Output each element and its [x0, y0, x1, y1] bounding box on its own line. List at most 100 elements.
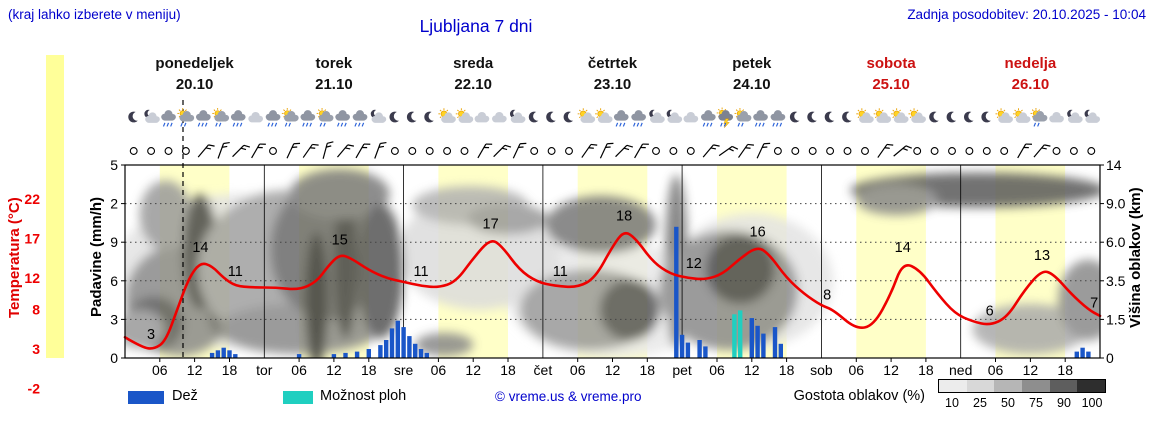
weather-icon-moon-cloud — [666, 109, 683, 123]
calm-wind-icon — [147, 147, 156, 155]
wind-barb-icon — [634, 143, 649, 159]
weather-icon-moon — [424, 111, 438, 123]
density-tick-label: 10 — [945, 396, 959, 410]
wind-barb-icon — [581, 143, 598, 158]
weather-icon-moon-cloud — [144, 109, 160, 123]
hour-tick-label: 18 — [361, 362, 377, 378]
shower-bar — [732, 314, 737, 358]
day-name-label: sobota — [867, 55, 917, 72]
precip-tick-label: 2 — [110, 196, 118, 212]
day-name-label: ponedeljek — [155, 55, 234, 72]
calm-wind-icon — [1000, 147, 1009, 155]
rain-bar — [1074, 351, 1079, 358]
weather-icon-sun-cloud — [856, 108, 874, 123]
cloud-tick-label: 14 — [1106, 157, 1122, 173]
calm-wind-icon — [652, 147, 660, 155]
hour-tick-label: 12 — [1023, 362, 1039, 378]
weather-icon-sun-cloud-rain — [734, 107, 752, 127]
weather-icon-cloud — [492, 111, 507, 123]
wind-barb-icon — [251, 143, 266, 159]
density-gradient-segment — [1022, 380, 1050, 392]
hour-tick-label: 12 — [605, 362, 621, 378]
weather-icon-storm — [716, 107, 734, 128]
temp-value-label: 11 — [228, 264, 243, 280]
hour-tick-label: 18 — [500, 362, 516, 378]
calm-wind-icon — [565, 147, 573, 155]
hour-tick-label: 06 — [570, 362, 586, 378]
cloud-density-gradient-bar — [938, 379, 1106, 393]
calm-wind-icon — [530, 147, 539, 155]
weather-icon-cloud — [683, 111, 699, 123]
temperature-side-band — [46, 55, 64, 358]
wind-barb-icon — [702, 144, 720, 158]
day-name-label: torek — [316, 55, 353, 72]
wind-barb-icon — [718, 145, 739, 157]
weather-icon-sun-cloud — [873, 108, 892, 123]
rain-bar — [413, 343, 418, 358]
wind-barb-icon — [1033, 144, 1051, 158]
day-abbr-label: ned — [949, 362, 972, 378]
shower-legend-swatch — [283, 391, 313, 404]
temp-tick-label: 17 — [24, 231, 40, 247]
calm-wind-icon — [861, 147, 869, 155]
weather-icon-sun-cloud — [995, 108, 1013, 123]
weather-icon-moon-cloud — [1084, 109, 1101, 123]
density-tick-label: 25 — [973, 396, 987, 410]
weather-icon-moon — [406, 111, 421, 123]
weather-icon-moon — [389, 111, 403, 123]
hour-tick-label: 06 — [709, 362, 725, 378]
wind-barb-icon — [1017, 143, 1032, 159]
wind-barb-icon — [599, 142, 614, 159]
day-abbr-label: tor — [256, 362, 273, 378]
calm-wind-icon — [129, 147, 138, 155]
day-date-label: 20.10 — [176, 76, 214, 93]
credit-link[interactable]: © vreme.us & vreme.pro — [495, 389, 642, 404]
weather-icon-sun-cloud — [1012, 108, 1031, 123]
weather-icon-sun-cloud-rain — [281, 107, 299, 127]
weather-icon-moon — [964, 111, 978, 123]
rain-bar — [331, 354, 337, 358]
cloud-tick-label: 3.5 — [1106, 273, 1126, 289]
temperature-axis-label: Temperatura (°C) — [6, 197, 23, 318]
wind-barb-icon — [893, 145, 912, 157]
weather-icon-sun-cloud — [891, 108, 909, 123]
day-name-label: nedelja — [1005, 55, 1057, 72]
rain-legend-label: Dež — [172, 388, 198, 404]
weather-icon-cloud-rain — [300, 110, 316, 127]
rain-bar — [389, 328, 395, 358]
weather-icon-cloud — [248, 111, 263, 123]
weather-icon-moon-cloud — [509, 109, 526, 123]
last-update-text: Zadnja posodobitev: 20.10.2025 - 10:04 — [907, 7, 1146, 22]
density-tick-label: 100 — [1081, 396, 1103, 410]
weather-icon-sun-cloud-rain — [212, 107, 230, 127]
temp-value-label: 11 — [413, 264, 428, 280]
weather-icon-sun-cloud — [438, 108, 456, 123]
rain-bar — [227, 350, 232, 358]
cloud-tick-label: 9.0 — [1106, 196, 1126, 212]
weather-icon-cloud-rain — [230, 110, 246, 127]
rain-bar — [378, 345, 383, 358]
rain-bar — [755, 325, 760, 358]
temperature-curve — [123, 231, 1102, 350]
calm-wind-icon — [443, 147, 452, 155]
density-gradient-segment — [939, 380, 967, 392]
temp-value-label: 6 — [986, 303, 994, 319]
temp-value-label: 17 — [483, 217, 499, 233]
rain-bar — [703, 346, 708, 358]
density-tick-label: 90 — [1057, 396, 1071, 410]
hour-tick-label: 06 — [988, 362, 1004, 378]
hour-tick-label: 06 — [291, 362, 307, 378]
location-menu-hint[interactable]: (kraj lahko izberete v meniju) — [8, 7, 181, 22]
temp-value-label: 15 — [332, 232, 348, 248]
weather-icon-moon — [807, 111, 821, 123]
calm-wind-icon — [460, 147, 469, 155]
temp-value-label: 14 — [192, 240, 208, 256]
hour-tick-label: 06 — [431, 362, 447, 378]
density-tick-label: 50 — [1001, 396, 1015, 410]
calm-wind-icon — [826, 147, 835, 155]
precip-tick-label: 6 — [110, 273, 118, 289]
shower-bar — [738, 310, 743, 358]
precip-tick-label: 0 — [110, 350, 118, 366]
density-gradient-segment — [994, 380, 1023, 392]
day-abbr-label: čet — [534, 362, 553, 378]
